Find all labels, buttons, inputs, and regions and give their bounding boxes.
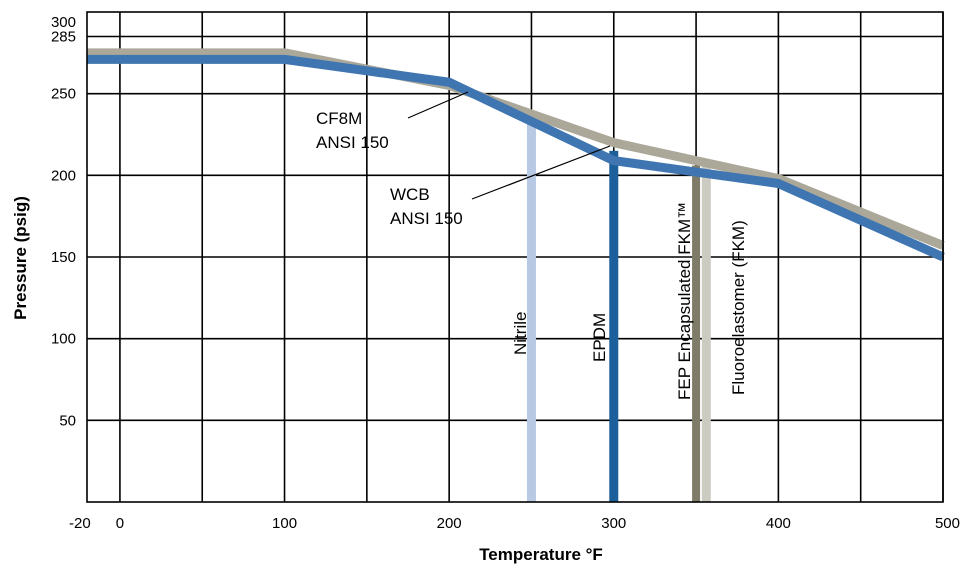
annotation-label: CF8M: [316, 109, 362, 128]
cf8m-series-line: [87, 48, 945, 250]
limit-label: EPDM: [590, 313, 609, 362]
x-tick-label: 400: [766, 515, 791, 532]
x-tick-label: 100: [272, 515, 297, 532]
wcb-series-line: [87, 54, 945, 262]
series-annotations: CF8M ANSI 150 WCB ANSI 150: [316, 109, 463, 228]
y-tick-label: 100: [51, 331, 76, 348]
x-tick-label: 200: [437, 515, 462, 532]
valve-rating-lines: [87, 48, 945, 262]
x-tick-label: 0: [116, 515, 124, 532]
callout-leaders: [407, 91, 611, 200]
x-tick-label: 500: [935, 515, 960, 532]
limit-bar: [609, 150, 619, 503]
y-tick-label: 250: [51, 86, 76, 103]
limit-bar: [692, 165, 701, 503]
x-tick-label: -20: [69, 515, 91, 532]
limit-bar: [701, 165, 711, 503]
y-tick-label: 200: [51, 167, 76, 184]
annotation-label: ANSI 150: [316, 133, 389, 152]
limit-label: Nitrile: [511, 312, 530, 355]
x-tick-label: 300: [601, 515, 626, 532]
x-axis-title: Temperature °F: [479, 545, 603, 564]
y-tick-label: 50: [59, 412, 76, 429]
limit-labels: Nitrile EPDM FEP Encapsulated FKM™ Fluoroel…: [511, 202, 748, 400]
y-tick-label: 300: [51, 14, 76, 31]
y-tick-label: 150: [51, 249, 76, 266]
limit-bar: [526, 119, 536, 503]
limit-label: Fluoroelastomer (FKM): [729, 220, 748, 395]
plot-frame: [86, 11, 944, 503]
annotation-label: WCB: [390, 185, 430, 204]
chart-grid: [87, 12, 944, 502]
wcb-leader-line: [471, 145, 611, 200]
y-tick-label: 285: [51, 29, 76, 46]
plot-frame-group: [86, 11, 944, 503]
limit-label: FEP Encapsulated FKM™: [675, 202, 694, 400]
seal-limit-bars: [526, 119, 711, 503]
y-axis-title: Pressure (psig): [11, 196, 30, 320]
annotation-label: ANSI 150: [390, 209, 463, 228]
cf8m-leader-line: [407, 91, 469, 119]
